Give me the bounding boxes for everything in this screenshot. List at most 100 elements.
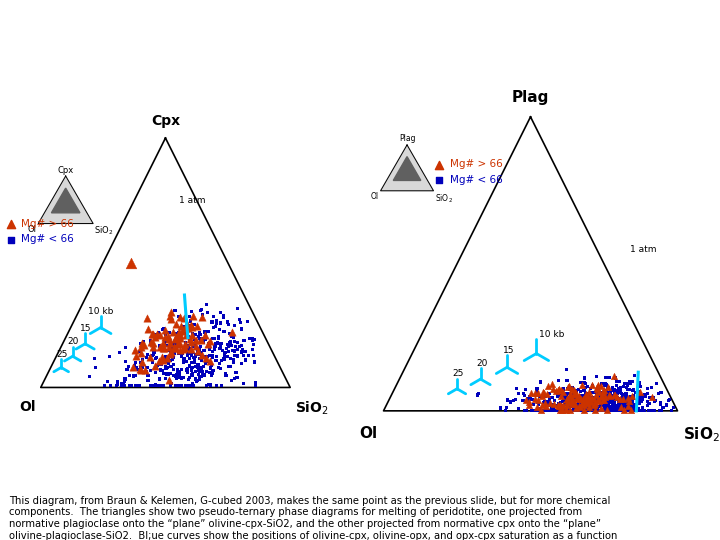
Point: [119, 377, 130, 386]
Point: [137, 363, 148, 372]
Point: [656, 406, 667, 415]
Point: [636, 394, 647, 402]
Point: [535, 406, 546, 415]
Point: [159, 330, 171, 339]
Point: [174, 313, 186, 321]
Point: [606, 402, 617, 410]
Point: [642, 401, 653, 410]
Point: [164, 369, 176, 378]
Point: [554, 391, 565, 400]
Point: [578, 405, 590, 414]
Point: [544, 395, 555, 404]
Point: [636, 403, 648, 412]
Point: [605, 386, 616, 395]
Point: [539, 397, 550, 406]
Point: [186, 358, 197, 367]
Point: [185, 349, 197, 357]
Point: [187, 320, 199, 328]
Point: [562, 406, 574, 415]
Point: [199, 330, 210, 339]
Point: [581, 399, 593, 408]
Point: [598, 385, 609, 394]
Point: [589, 399, 600, 408]
Point: [564, 398, 575, 407]
Point: [243, 352, 254, 360]
Point: [624, 400, 636, 409]
Point: [608, 402, 620, 410]
Point: [585, 395, 596, 404]
Text: SiO$_2$: SiO$_2$: [435, 192, 453, 205]
Point: [541, 402, 552, 410]
Point: [568, 394, 580, 403]
Point: [596, 380, 608, 388]
Point: [563, 406, 575, 415]
Point: [168, 353, 179, 362]
Point: [571, 389, 582, 397]
Point: [592, 406, 603, 415]
Point: [202, 327, 214, 336]
Point: [142, 313, 153, 322]
Point: [642, 389, 653, 398]
Point: [557, 406, 569, 415]
Point: [171, 369, 183, 378]
Point: [609, 404, 621, 413]
Point: [194, 344, 205, 353]
Point: [627, 406, 639, 415]
Point: [180, 381, 192, 390]
Point: [522, 395, 534, 403]
Point: [633, 396, 644, 404]
Point: [593, 390, 605, 399]
Point: [524, 392, 536, 401]
Point: [591, 395, 603, 404]
Point: [170, 381, 181, 390]
Point: [184, 316, 196, 325]
Point: [600, 406, 611, 415]
Point: [565, 406, 577, 415]
Point: [135, 358, 146, 367]
Point: [208, 312, 220, 321]
Point: [225, 354, 236, 363]
Point: [577, 406, 588, 415]
Point: [566, 394, 577, 403]
Point: [207, 353, 218, 361]
Point: [187, 331, 199, 340]
Point: [120, 357, 131, 366]
Point: [227, 346, 238, 355]
Point: [580, 402, 591, 410]
Point: [595, 395, 606, 404]
Point: [174, 328, 185, 337]
Point: [637, 406, 649, 415]
Point: [174, 381, 185, 390]
Point: [89, 354, 101, 363]
Point: [186, 363, 198, 372]
Point: [598, 393, 609, 402]
Point: [636, 406, 648, 415]
Point: [573, 406, 585, 415]
Point: [145, 381, 157, 390]
Point: [194, 329, 205, 338]
Point: [557, 388, 569, 396]
Point: [578, 386, 590, 394]
Point: [546, 406, 557, 415]
Point: [611, 402, 623, 410]
Point: [579, 374, 590, 382]
Point: [601, 405, 613, 414]
Point: [166, 353, 177, 361]
Point: [547, 403, 559, 412]
Point: [588, 401, 600, 409]
Point: [611, 393, 623, 401]
Point: [578, 378, 590, 387]
Point: [151, 381, 163, 390]
Point: [151, 353, 163, 362]
Point: [644, 406, 656, 415]
Point: [618, 383, 630, 391]
Point: [587, 382, 598, 391]
Point: [135, 339, 147, 348]
Point: [102, 377, 113, 386]
Point: [557, 397, 568, 406]
Point: [221, 345, 233, 353]
Point: [181, 344, 193, 353]
Point: [611, 394, 622, 402]
Point: [163, 376, 175, 384]
Point: [172, 373, 184, 382]
